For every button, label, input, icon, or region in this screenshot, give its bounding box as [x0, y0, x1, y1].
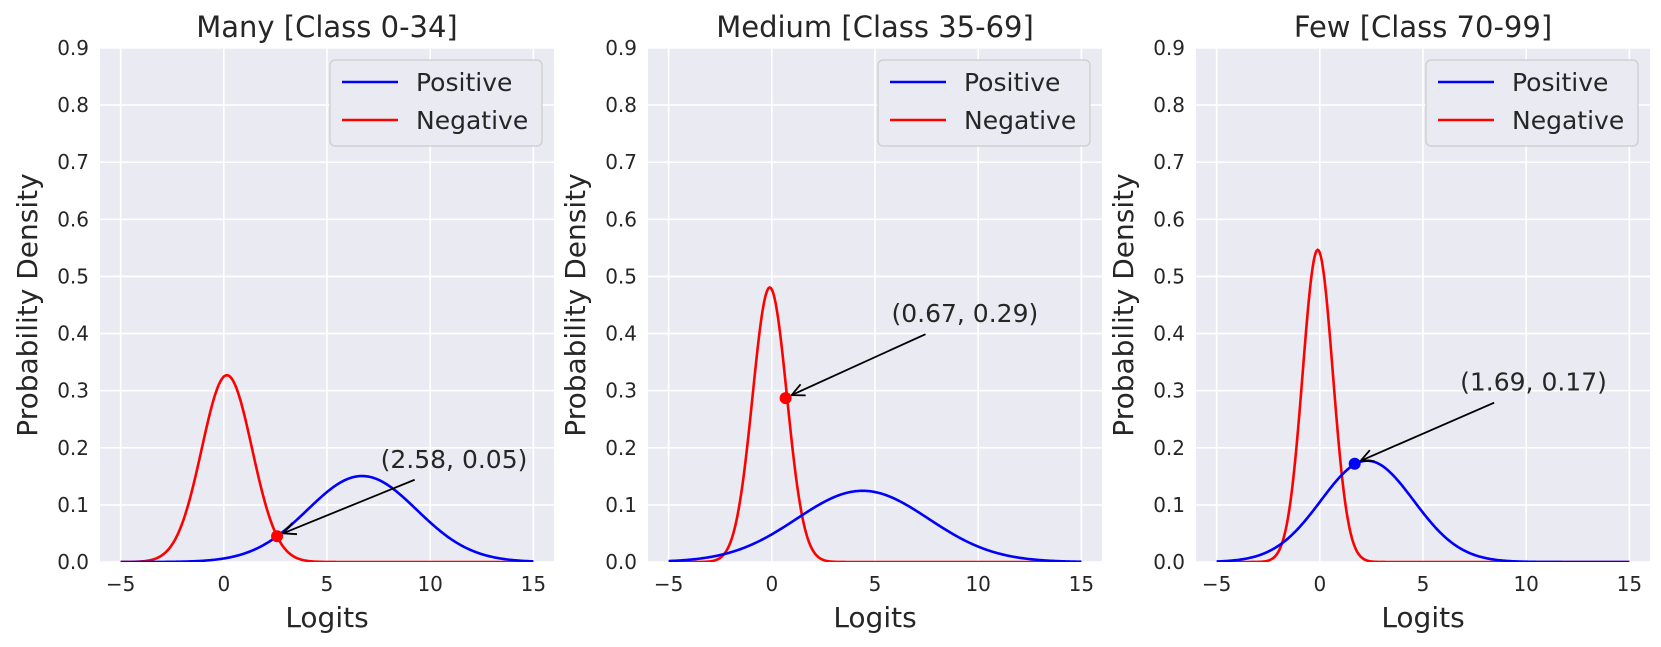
legend-label-positive: Positive: [1512, 68, 1608, 97]
series-line-positive: [120, 474, 534, 562]
x-tick-label: −5: [106, 572, 135, 596]
y-tick-label: 0.5: [605, 264, 637, 288]
annotation-arrowhead: [281, 522, 298, 536]
x-axis-label: Logits: [1381, 601, 1464, 634]
y-tick-label: 0.3: [605, 379, 637, 403]
y-tick-label: 0.8: [57, 93, 89, 117]
y-tick-label: 0.1: [1153, 493, 1185, 517]
annotation-arrow: [791, 333, 926, 396]
y-tick-label: 0.5: [57, 264, 89, 288]
series-line-negative: [1216, 248, 1630, 562]
annotation-label: (0.67, 0.29): [892, 299, 1039, 328]
x-tick-label: 10: [1513, 572, 1538, 596]
y-tick-label: 0.2: [605, 436, 637, 460]
x-tick-label: 15: [1069, 572, 1094, 596]
y-tick-label: 0.3: [57, 379, 89, 403]
y-tick-label: 0.9: [57, 36, 89, 60]
chart-panel-2: −5 0 5 10 15 0.0 0.1 0.2 0.3 0.4 0.5 0.6 0.7 0.8 0.9 Me…: [559, 10, 1102, 634]
series-line-positive: [1216, 459, 1630, 562]
y-tick-label: 0.4: [57, 322, 89, 346]
series-line-negative: [120, 373, 534, 562]
x-tick-label: 15: [521, 572, 546, 596]
chart-panel-3: −5 0 5 10 15 0.0 0.1 0.2 0.3 0.4 0.5 0.6 0.7 0.8 0.9 Fe…: [1107, 10, 1650, 634]
annotation-arrowhead: [1358, 449, 1375, 463]
annotation-arrowhead: [789, 383, 806, 397]
x-tick-label: 10: [417, 572, 442, 596]
legend-label-positive: Positive: [416, 68, 512, 97]
chart-title: Many [Class 0-34]: [196, 10, 458, 44]
annotation-label: (1.69, 0.17): [1460, 368, 1607, 397]
x-tick-label: −5: [654, 572, 683, 596]
x-tick-label: 15: [1617, 572, 1642, 596]
x-tick-label: 10: [965, 572, 990, 596]
y-axis-label: Probability Density: [1107, 173, 1140, 436]
x-axis-label: Logits: [833, 601, 916, 634]
x-tick-label: 5: [321, 572, 334, 596]
series-line-negative: [668, 286, 1082, 562]
y-tick-label: 0.0: [1153, 550, 1185, 574]
legend-label-negative: Negative: [964, 106, 1076, 135]
x-axis-label: Logits: [285, 601, 368, 634]
chart-title: Medium [Class 35-69]: [716, 10, 1034, 44]
x-tick-label: −5: [1202, 572, 1231, 596]
chart-panel-1: −5 0 5 10 15 0.0 0.1 0.2 0.3 0.4 0.5 0.6 0.7 0.8 0.9 Ma…: [11, 10, 554, 634]
y-tick-label: 0.6: [1153, 207, 1185, 231]
chart-title: Few [Class 70-99]: [1294, 10, 1552, 44]
annotation-arrow: [282, 478, 415, 535]
legend-label-positive: Positive: [964, 68, 1060, 97]
y-tick-label: 0.7: [1153, 150, 1185, 174]
y-tick-label: 0.6: [57, 207, 89, 231]
x-tick-label: 0: [217, 572, 230, 596]
y-tick-label: 0.7: [605, 150, 637, 174]
y-tick-label: 0.0: [57, 550, 89, 574]
x-tick-label: 5: [869, 572, 882, 596]
series-line-positive: [668, 489, 1082, 562]
y-tick-label: 0.2: [57, 436, 89, 460]
y-tick-label: 0.9: [1153, 36, 1185, 60]
x-tick-label: 0: [765, 572, 778, 596]
y-tick-label: 0.9: [605, 36, 637, 60]
y-tick-label: 0.3: [1153, 379, 1185, 403]
y-tick-label: 0.2: [1153, 436, 1185, 460]
x-tick-label: 0: [1313, 572, 1326, 596]
annotation-marker: [271, 530, 284, 543]
y-axis-label: Probability Density: [559, 173, 592, 436]
y-tick-label: 0.0: [605, 550, 637, 574]
y-tick-label: 0.7: [57, 150, 89, 174]
y-tick-label: 0.1: [57, 493, 89, 517]
x-tick-label: 5: [1417, 572, 1430, 596]
y-tick-label: 0.5: [1153, 264, 1185, 288]
annotation-arrow: [1360, 401, 1495, 462]
y-tick-label: 0.4: [1153, 322, 1185, 346]
annotation-label: (2.58, 0.05): [381, 445, 528, 474]
y-tick-label: 0.8: [1153, 93, 1185, 117]
legend-label-negative: Negative: [1512, 106, 1624, 135]
annotation-marker: [1348, 457, 1361, 470]
y-axis-label: Probability Density: [11, 173, 44, 436]
y-tick-label: 0.8: [605, 93, 637, 117]
annotation-marker: [779, 392, 792, 405]
y-tick-label: 0.4: [605, 322, 637, 346]
legend-label-negative: Negative: [416, 106, 528, 135]
y-tick-label: 0.6: [605, 207, 637, 231]
y-tick-label: 0.1: [605, 493, 637, 517]
